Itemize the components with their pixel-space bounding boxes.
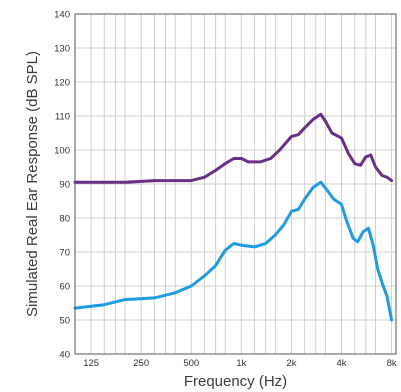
series-line-2 bbox=[73, 180, 394, 322]
series-group bbox=[73, 112, 394, 322]
x-tick-label: 500 bbox=[183, 358, 199, 369]
x-tick-label: 2k bbox=[286, 358, 296, 369]
x-axis-label: Frequency (Hz) bbox=[184, 373, 287, 390]
y-tick-label: 60 bbox=[59, 282, 70, 293]
plot-border bbox=[74, 13, 397, 355]
x-tick-label: 4k bbox=[337, 358, 347, 369]
y-tick-label: 80 bbox=[59, 214, 70, 225]
y-tick-label: 90 bbox=[59, 180, 70, 191]
y-tick-label: 120 bbox=[54, 78, 70, 89]
y-tick-label: 40 bbox=[59, 350, 70, 361]
y-tick-label: 100 bbox=[54, 146, 70, 157]
x-tick-label: 1k bbox=[236, 358, 246, 369]
y-axis-label: Simulated Real Ear Response (dB SPL) bbox=[24, 51, 41, 317]
y-tick-label: 130 bbox=[54, 44, 70, 55]
y-tick-label: 70 bbox=[59, 248, 70, 259]
x-tick-label: 250 bbox=[133, 358, 149, 369]
x-tick-label: 8k bbox=[387, 358, 397, 369]
y-tick-label: 140 bbox=[54, 10, 70, 21]
grid bbox=[74, 13, 396, 355]
y-tick-label: 110 bbox=[55, 112, 70, 123]
series-line-1 bbox=[73, 112, 394, 184]
y-tick-label: 50 bbox=[59, 316, 70, 327]
tick-labels: 40 50 60 70 80 90 100 110 120 130 140 125 250 500 1k 2k… bbox=[54, 10, 397, 370]
x-tick-label: 125 bbox=[83, 358, 99, 369]
